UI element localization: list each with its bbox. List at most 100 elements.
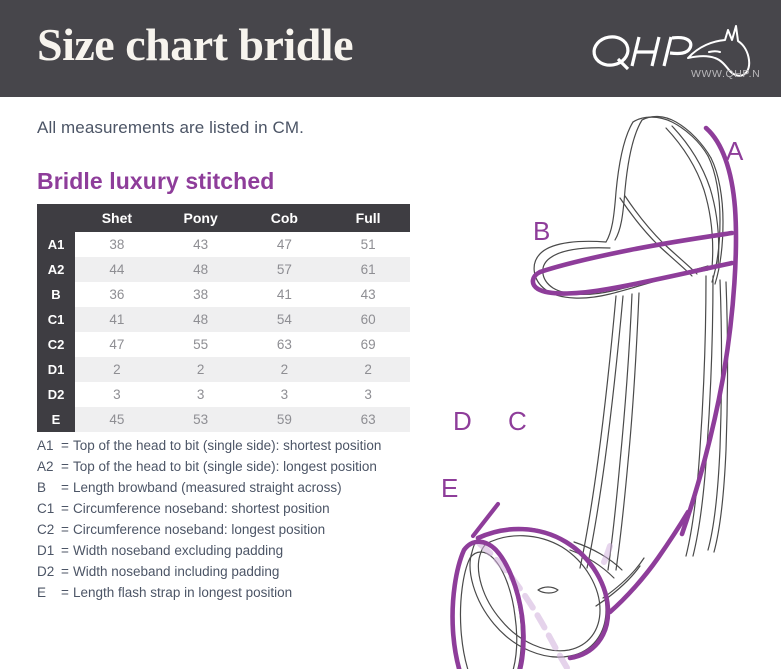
column-header-cob: Cob — [242, 204, 327, 232]
cell-e-full: 63 — [326, 407, 410, 432]
row-label-c2: C2 — [37, 332, 75, 357]
cell-b-shet: 36 — [75, 282, 159, 307]
row-label-a1: A1 — [37, 232, 75, 257]
column-header-full: Full — [326, 204, 410, 232]
legend-item-d2: D2 = Width noseband including padding — [37, 564, 457, 585]
table-row: A1 38 43 47 51 — [37, 232, 410, 257]
logo-url-text: WWW.QHP.NL — [691, 68, 759, 80]
page-title: Size chart bridle — [37, 19, 354, 70]
legend-item-d1: D1 = Width noseband excluding padding — [37, 543, 457, 564]
measurement-note: All measurements are listed in CM. — [37, 118, 304, 137]
table-header-row: Shet Pony Cob Full — [37, 204, 410, 232]
cell-a1-cob: 47 — [242, 232, 327, 257]
highlight-c-lead — [607, 509, 691, 615]
row-label-e: E — [37, 407, 75, 432]
legend-equals: = — [61, 543, 69, 558]
highlight-c-path — [475, 526, 611, 661]
horse-head-icon — [687, 25, 751, 77]
diagram-label-c: C — [508, 406, 527, 436]
section-title: Bridle luxury stitched — [37, 168, 275, 194]
cell-c1-shet: 41 — [75, 307, 159, 332]
legend-item-a1: A1 = Top of the head to bit (single side… — [37, 438, 457, 459]
cell-b-full: 43 — [326, 282, 410, 307]
highlight-a-path — [679, 125, 739, 537]
cell-a1-pony: 43 — [158, 232, 243, 257]
legend-equals: = — [61, 522, 69, 537]
row-label-c1: C1 — [37, 307, 75, 332]
legend-equals: = — [61, 438, 69, 453]
column-header-pony: Pony — [158, 204, 243, 232]
cell-c1-full: 60 — [326, 307, 410, 332]
cell-d1-full: 2 — [326, 357, 410, 382]
cell-d2-cob: 3 — [242, 382, 327, 407]
legend-description: Circumference noseband: longest position — [73, 522, 326, 537]
cell-c1-pony: 48 — [158, 307, 243, 332]
legend-equals: = — [61, 564, 69, 579]
table-row: C2 47 55 63 69 — [37, 332, 410, 357]
bridle-highlight-strokes — [450, 125, 739, 669]
diagram-label-b: B — [533, 216, 550, 246]
highlight-e-path — [450, 539, 526, 669]
table-row: C1 41 48 54 60 — [37, 307, 410, 332]
measurement-legend: A1 = Top of the head to bit (single side… — [37, 438, 457, 606]
legend-key: E — [37, 585, 47, 600]
legend-key: B — [37, 480, 47, 495]
legend-item-a2: A2 = Top of the head to bit (single side… — [37, 459, 457, 480]
legend-key: C2 — [37, 522, 55, 537]
legend-item-e: E = Length flash strap in longest positi… — [37, 585, 457, 606]
cell-d2-shet: 3 — [75, 382, 159, 407]
cell-c2-full: 69 — [326, 332, 410, 357]
legend-description: Length flash strap in longest position — [73, 585, 293, 600]
cell-b-cob: 41 — [242, 282, 327, 307]
legend-item-c2: C2 = Circumference noseband: longest pos… — [37, 522, 457, 543]
cell-d1-pony: 2 — [158, 357, 243, 382]
cell-e-cob: 59 — [242, 407, 327, 432]
table-row: D1 2 2 2 2 — [37, 357, 410, 382]
highlight-b-path — [537, 230, 735, 275]
cell-c2-pony: 55 — [158, 332, 243, 357]
cell-a1-full: 51 — [326, 232, 410, 257]
page-header: Size chart bridle WWW. — [0, 0, 781, 97]
legend-key: D1 — [37, 543, 55, 558]
cell-b-pony: 38 — [158, 282, 243, 307]
legend-description: Circumference noseband: shortest positio… — [73, 501, 330, 516]
cell-d1-shet: 2 — [75, 357, 159, 382]
diagram-label-e: E — [441, 473, 458, 503]
qhp-logo: WWW.QHP.NL — [587, 18, 759, 82]
cell-a2-cob: 57 — [242, 257, 327, 282]
legend-description: Width noseband excluding padding — [73, 543, 284, 558]
legend-description: Top of the head to bit (single side): sh… — [73, 438, 382, 453]
table-row: D2 3 3 3 3 — [37, 382, 410, 407]
cell-d2-full: 3 — [326, 382, 410, 407]
legend-equals: = — [61, 585, 69, 600]
legend-key: A2 — [37, 459, 54, 474]
size-chart-table: Shet Pony Cob Full A1 38 43 47 51 A2 44 … — [37, 204, 410, 432]
table-row: A2 44 48 57 61 — [37, 257, 410, 282]
highlight-b-loop — [530, 260, 735, 296]
bridle-diagram: A B C D E — [420, 100, 781, 669]
legend-description: Length browband (measured straight acros… — [73, 480, 342, 495]
bridle-inner-guide — [477, 541, 613, 669]
table-body: A1 38 43 47 51 A2 44 48 57 61 B 36 38 41… — [37, 232, 410, 432]
cell-a2-full: 61 — [326, 257, 410, 282]
qhp-logo-svg: WWW.QHP.NL — [592, 25, 759, 80]
legend-equals: = — [61, 480, 69, 495]
cell-c2-cob: 63 — [242, 332, 327, 357]
legend-key: A1 — [37, 438, 54, 453]
cell-a2-pony: 48 — [158, 257, 243, 282]
cell-c2-shet: 47 — [75, 332, 159, 357]
row-label-d2: D2 — [37, 382, 75, 407]
legend-item-b: B = Length browband (measured straight a… — [37, 480, 457, 501]
legend-item-c1: C1 = Circumference noseband: shortest po… — [37, 501, 457, 522]
table-head: Shet Pony Cob Full — [37, 204, 410, 232]
table-row: E 45 53 59 63 — [37, 407, 410, 432]
table-corner-cell — [37, 204, 75, 232]
cell-c1-cob: 54 — [242, 307, 327, 332]
legend-key: C1 — [37, 501, 55, 516]
diagram-label-a: A — [726, 136, 744, 166]
row-label-b: B — [37, 282, 75, 307]
bridle-outline-strokes — [452, 115, 729, 669]
cell-e-pony: 53 — [158, 407, 243, 432]
cell-e-shet: 45 — [75, 407, 159, 432]
cell-a1-shet: 38 — [75, 232, 159, 257]
